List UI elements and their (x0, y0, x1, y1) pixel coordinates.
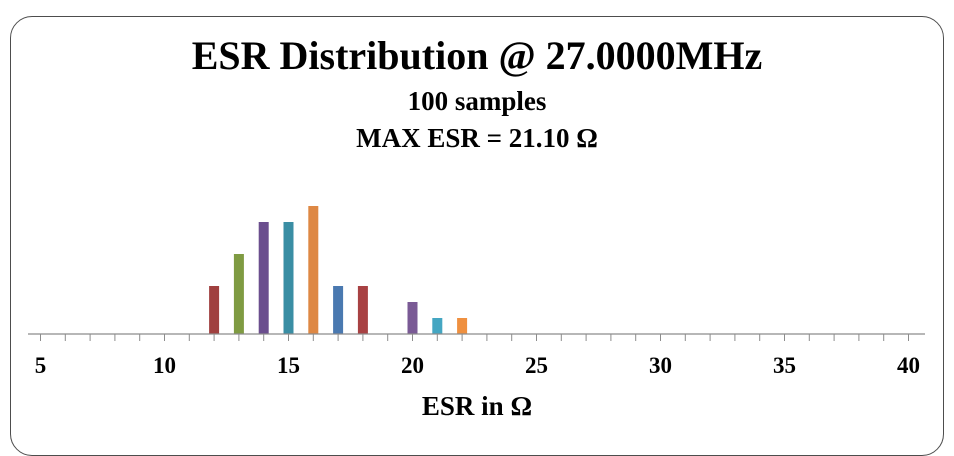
bar-esr-15 (283, 222, 294, 334)
x-axis-label: ESR in Ω (422, 391, 532, 421)
bar-esr-17 (333, 286, 344, 334)
x-tick-label: 25 (525, 353, 548, 378)
x-tick-label: 15 (277, 353, 300, 378)
chart-frame (10, 16, 944, 456)
x-tick-label: 10 (153, 353, 176, 378)
x-tick-label: 5 (35, 353, 47, 378)
bar-esr-21 (432, 318, 443, 334)
x-tick-label: 30 (649, 353, 672, 378)
bar-esr-12 (209, 286, 220, 334)
bar-chart: 5 10 15 20 25 30 35 40 ESR in Ω (28, 206, 925, 421)
bar-esr-16 (308, 206, 319, 334)
chart-subtitle: 100 samples (407, 86, 547, 116)
bar-esr-13 (233, 254, 244, 334)
x-tick-label: 35 (773, 353, 796, 378)
chart-title: ESR Distribution @ 27.0000MHz (191, 33, 763, 78)
x-ticks-group: 5 10 15 20 25 30 35 40 (35, 334, 920, 378)
bar-esr-14 (258, 222, 269, 334)
chart-subtitle-max-esr: MAX ESR = 21.10 Ω (356, 123, 598, 153)
bar-esr-20 (407, 302, 418, 334)
x-tick-label: 20 (401, 353, 424, 378)
bars-group (209, 206, 468, 334)
bar-esr-22 (457, 318, 468, 334)
x-tick-label: 40 (897, 353, 920, 378)
bar-esr-18 (357, 286, 368, 334)
